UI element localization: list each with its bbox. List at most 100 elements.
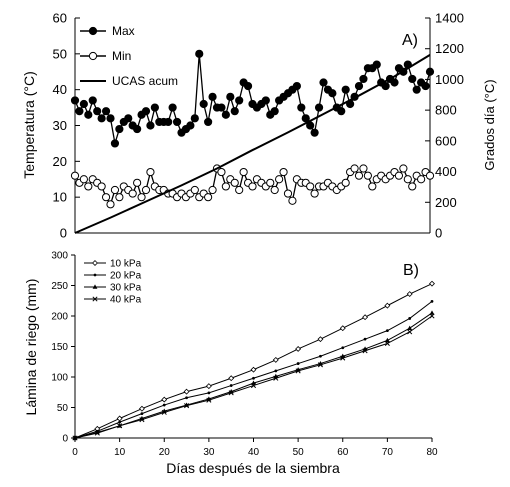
data-point — [295, 345, 302, 352]
data-point — [319, 354, 322, 358]
data-point — [70, 171, 80, 180]
data-point — [110, 185, 120, 195]
legend-item-40-kpa: 40 kPa — [84, 295, 142, 306]
panel-a-right-tick-label: 400 — [435, 164, 457, 179]
panel-b-left-tick-label: 100 — [51, 373, 68, 384]
data-point — [314, 103, 324, 112]
panel-a-left-tick-label: 0 — [60, 226, 67, 241]
data-point — [117, 423, 123, 429]
panel-a-y-axis-title: Temperatura (°C) — [21, 71, 37, 179]
panel-b-bottom-tick-label: 0 — [72, 447, 78, 458]
panel-b-irrigation-chart: 0 50 100 150 200 250 300 0 10 20 30 40 50 60 70 80 Lám… — [23, 251, 438, 477]
panel-a-y2-axis-title: Grados día (°C) — [482, 79, 497, 170]
legend-marker — [92, 260, 98, 266]
panel-b-bottom-tick-label: 10 — [114, 447, 126, 458]
data-point — [359, 74, 368, 84]
data-point — [310, 189, 319, 198]
data-point — [128, 189, 137, 198]
data-point — [226, 92, 235, 101]
data-point — [417, 175, 426, 184]
data-point — [118, 420, 122, 424]
panel-a-right-tick-label: 1400 — [435, 11, 464, 26]
data-point — [162, 403, 166, 407]
data-point — [412, 85, 421, 94]
data-point — [94, 430, 100, 436]
data-point — [106, 114, 115, 123]
data-point — [261, 96, 270, 105]
panel-b-bottom-tick-label: 60 — [337, 447, 349, 458]
data-point — [288, 196, 297, 205]
data-point — [161, 409, 167, 415]
data-point — [70, 96, 80, 105]
data-point — [407, 329, 413, 335]
legend-marker — [93, 273, 97, 277]
data-point — [141, 107, 151, 116]
series-min — [70, 164, 435, 209]
data-point — [292, 81, 301, 91]
panel-b-left-tick-label: 250 — [51, 281, 68, 292]
data-point — [115, 124, 124, 134]
data-point — [185, 396, 188, 400]
panel-b-left-tick-label: 0 — [62, 434, 68, 445]
panel-a-left-tick-label: 40 — [53, 82, 67, 97]
legend-item-30-kpa: 30 kPa — [84, 283, 142, 294]
data-point — [88, 96, 97, 105]
data-point — [206, 397, 212, 403]
data-point — [84, 110, 93, 119]
data-point — [429, 310, 435, 315]
data-point — [190, 114, 199, 123]
legend-item-min: Min — [80, 49, 131, 63]
data-point — [341, 85, 350, 94]
data-point — [221, 182, 230, 191]
data-point — [79, 99, 88, 109]
data-point — [274, 369, 278, 373]
panel-b-bottom-tick-label: 40 — [248, 447, 260, 458]
data-point — [279, 167, 288, 177]
data-point — [186, 121, 195, 130]
panel-b-left-tick-label: 300 — [51, 251, 68, 262]
data-point — [272, 356, 279, 363]
panel-b-bottom-ticks: 0 10 20 30 40 50 60 70 80 — [72, 438, 438, 458]
legend-marker — [92, 284, 98, 289]
data-point — [235, 185, 244, 195]
data-point — [270, 185, 279, 195]
panel-a-left-tick-label: 10 — [53, 190, 67, 205]
data-point — [350, 164, 359, 173]
legend-label: 30 kPa — [110, 283, 142, 294]
data-point — [93, 107, 102, 116]
data-point — [384, 337, 390, 343]
data-point — [425, 67, 435, 76]
data-point — [140, 412, 144, 415]
panel-a-left-tick-label: 30 — [53, 118, 67, 133]
panel-a-right-tick-label: 200 — [435, 195, 457, 210]
legend-marker — [92, 296, 98, 302]
data-point — [406, 291, 413, 298]
data-point — [84, 182, 93, 191]
data-point — [381, 81, 390, 91]
data-point — [199, 99, 208, 109]
data-point — [204, 193, 213, 202]
data-point — [403, 175, 412, 184]
data-point — [101, 193, 111, 202]
data-point — [354, 171, 364, 180]
data-point — [273, 375, 279, 381]
data-point — [362, 314, 369, 321]
data-point — [408, 182, 417, 191]
data-point — [430, 299, 434, 303]
legend-min-marker — [88, 51, 98, 61]
data-point — [139, 417, 145, 423]
data-point — [248, 182, 257, 191]
data-point — [195, 49, 204, 58]
panel-a-left-tick-label: 60 — [53, 11, 67, 26]
panel-b-left-tick-label: 150 — [51, 342, 68, 353]
legend-label: 20 kPa — [110, 271, 142, 282]
panel-a-right-tick-label: 800 — [435, 103, 457, 118]
panel-a-right-tick-label: 1000 — [435, 72, 464, 87]
data-point — [168, 103, 177, 112]
data-point — [205, 383, 212, 390]
data-point — [384, 340, 390, 347]
data-point — [250, 382, 257, 389]
panel-a-left-tick-label: 50 — [53, 46, 67, 61]
data-point — [97, 114, 106, 123]
